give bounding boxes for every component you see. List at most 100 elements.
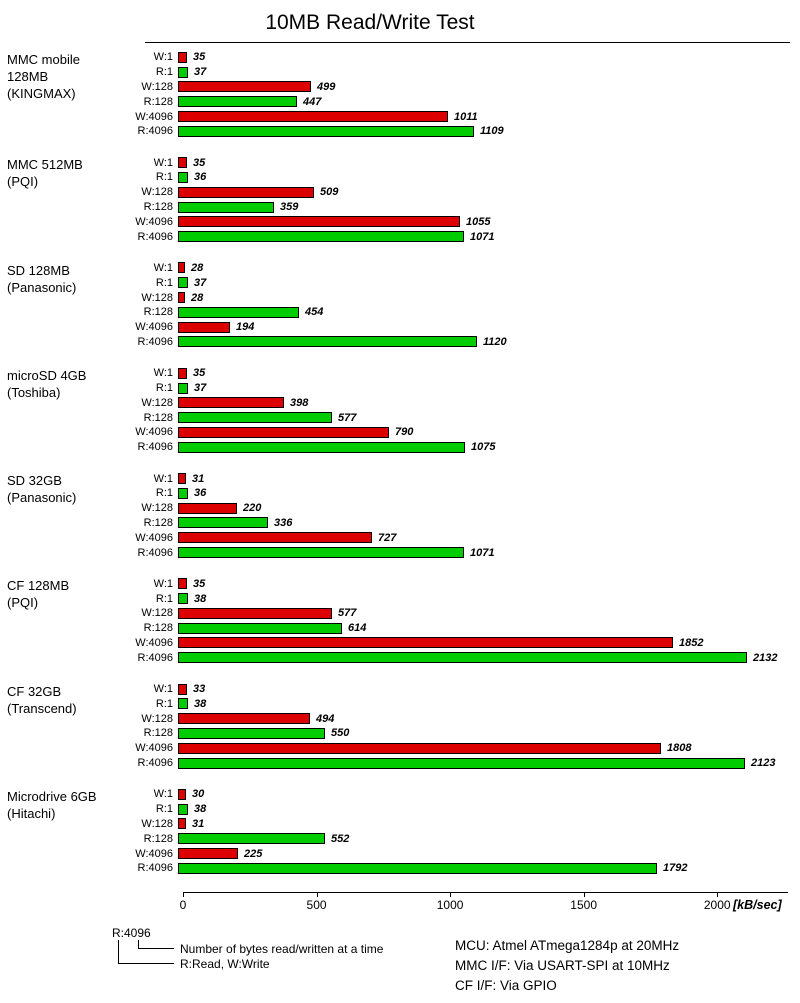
bar-label: R:4096 [137, 125, 173, 138]
device-vendor: (Hitachi) [7, 805, 56, 821]
bar-row: W:128 398 [0, 395, 800, 410]
hardware-notes: MCU: Atmel ATmega1284p at 20MHz MMC I/F:… [455, 936, 679, 996]
note-line: MCU: Atmel ATmega1284p at 20MHz [455, 938, 680, 954]
read-bar [178, 412, 332, 424]
bar-value: 36 [194, 171, 207, 184]
bar-row: R:128 359 [0, 200, 800, 215]
bar-value: 499 [317, 80, 336, 93]
bar-row: W:128 577 [0, 606, 800, 621]
device-name: CF 32GB [7, 683, 62, 699]
bar-value: 1011 [454, 110, 478, 123]
bar-value: 37 [194, 382, 207, 395]
bar-row: R:4096 1071 [0, 545, 800, 560]
bar-label: W:128 [141, 291, 173, 304]
bar-label: W:4096 [135, 531, 173, 544]
bar-label: R:4096 [137, 230, 173, 243]
bar-label: R:1 [155, 382, 173, 395]
bar-label: R:128 [143, 201, 173, 214]
bar-row: W:1 35 [0, 50, 800, 65]
bar-label: R:4096 [137, 546, 173, 559]
bar-row: R:1 38 [0, 696, 800, 711]
bar-label: W:4096 [135, 636, 173, 649]
bar-label: W:4096 [135, 847, 173, 860]
bar-value: 30 [192, 788, 205, 801]
plot-top-border [145, 42, 790, 43]
bar-label: R:128 [143, 411, 173, 424]
bar-row: R:128 454 [0, 305, 800, 320]
bar-label: W:128 [141, 502, 173, 515]
bar-label: W:1 [153, 261, 173, 274]
read-bar [178, 652, 747, 664]
bar-value: 494 [316, 712, 335, 725]
device-group: MMC 512MB (PQI) W:1 35 R:1 36 W:128 509 R:128 359… [0, 155, 800, 244]
bar-row: R:4096 1792 [0, 861, 800, 876]
chart-groups: MMC mobile 128MB (KINGMAX) W:1 35 R:1 37 W:128… [0, 43, 800, 876]
bar-row: R:4096 1075 [0, 440, 800, 455]
device-name: SD 128MB [7, 262, 70, 278]
write-bar [178, 713, 310, 725]
bar-row: W:4096 727 [0, 530, 800, 545]
bar-label: R:128 [143, 727, 173, 740]
bar-row: W:4096 1055 [0, 214, 800, 229]
read-bar [178, 547, 464, 558]
bar-row: W:1 35 [0, 366, 800, 381]
bar-value: 35 [193, 367, 206, 380]
bar-value: 38 [194, 803, 207, 816]
read-bar [178, 201, 274, 213]
bar-row: R:4096 1109 [0, 124, 800, 139]
bar-value: 577 [338, 607, 357, 620]
bar-label: R:4096 [137, 862, 173, 875]
bar-value: 31 [192, 817, 205, 830]
write-bar [178, 742, 661, 754]
bar-label: R:128 [143, 622, 173, 635]
x-axis-tick-label: 1000 [436, 898, 464, 913]
bar-value: 194 [236, 321, 255, 334]
bar-label: W:128 [141, 712, 173, 725]
bar-value: 31 [192, 472, 205, 485]
write-bar [178, 818, 186, 830]
bar-row: W:4096 1808 [0, 741, 800, 756]
read-bar [178, 593, 188, 605]
read-bar [178, 833, 325, 845]
device-vendor: (Transcend) [7, 700, 77, 716]
bar-row: R:1 38 [0, 802, 800, 817]
x-axis-tick-label: 2000 [703, 898, 731, 913]
legend-example-label: R:4096 [112, 926, 151, 941]
bar-value: 35 [193, 577, 206, 590]
bar-value: 398 [290, 396, 309, 409]
read-bar [178, 171, 188, 183]
bar-value: 35 [193, 156, 206, 169]
bar-value: 1075 [471, 441, 496, 454]
bar-value: 2132 [753, 651, 778, 664]
bar-row: R:128 577 [0, 410, 800, 425]
write-bar [178, 216, 460, 228]
device-group: CF 128MB (PQI) W:1 35 R:1 38 W:128 577 R:128 614 W… [0, 576, 800, 665]
bar-value: 1792 [663, 862, 688, 875]
note-line: MMC I/F: Via USART-SPI at 10MHz [455, 958, 670, 974]
bar-label: R:1 [155, 487, 173, 500]
bar-label: R:1 [155, 171, 173, 184]
bar-value: 28 [191, 261, 204, 274]
device-label: MMC 512MB (PQI) [7, 156, 107, 190]
bar-row: W:1 28 [0, 261, 800, 276]
bar-row: W:1 35 [0, 576, 800, 591]
bar-value: 1109 [480, 125, 504, 138]
bar-value: 220 [243, 502, 262, 515]
x-axis: [kB/sec] 0 500 1000 1500 2000 [179, 892, 788, 914]
bar-value: 550 [331, 727, 350, 740]
write-bar [178, 607, 332, 619]
bar-value: 1071 [470, 546, 495, 559]
bar-row: R:1 37 [0, 381, 800, 396]
write-bar [178, 397, 284, 409]
bar-value: 1808 [667, 742, 692, 755]
bar-label: W:4096 [135, 110, 173, 123]
write-bar [178, 51, 187, 63]
bar-value: 28 [191, 291, 204, 304]
bar-row: R:128 336 [0, 516, 800, 531]
bar-row: W:128 499 [0, 80, 800, 95]
device-label: MMC mobile 128MB (KINGMAX) [7, 51, 107, 102]
bar-value: 509 [320, 186, 339, 199]
write-bar [178, 367, 187, 379]
write-bar [178, 81, 311, 93]
x-axis-tick-label: 0 [179, 898, 187, 913]
